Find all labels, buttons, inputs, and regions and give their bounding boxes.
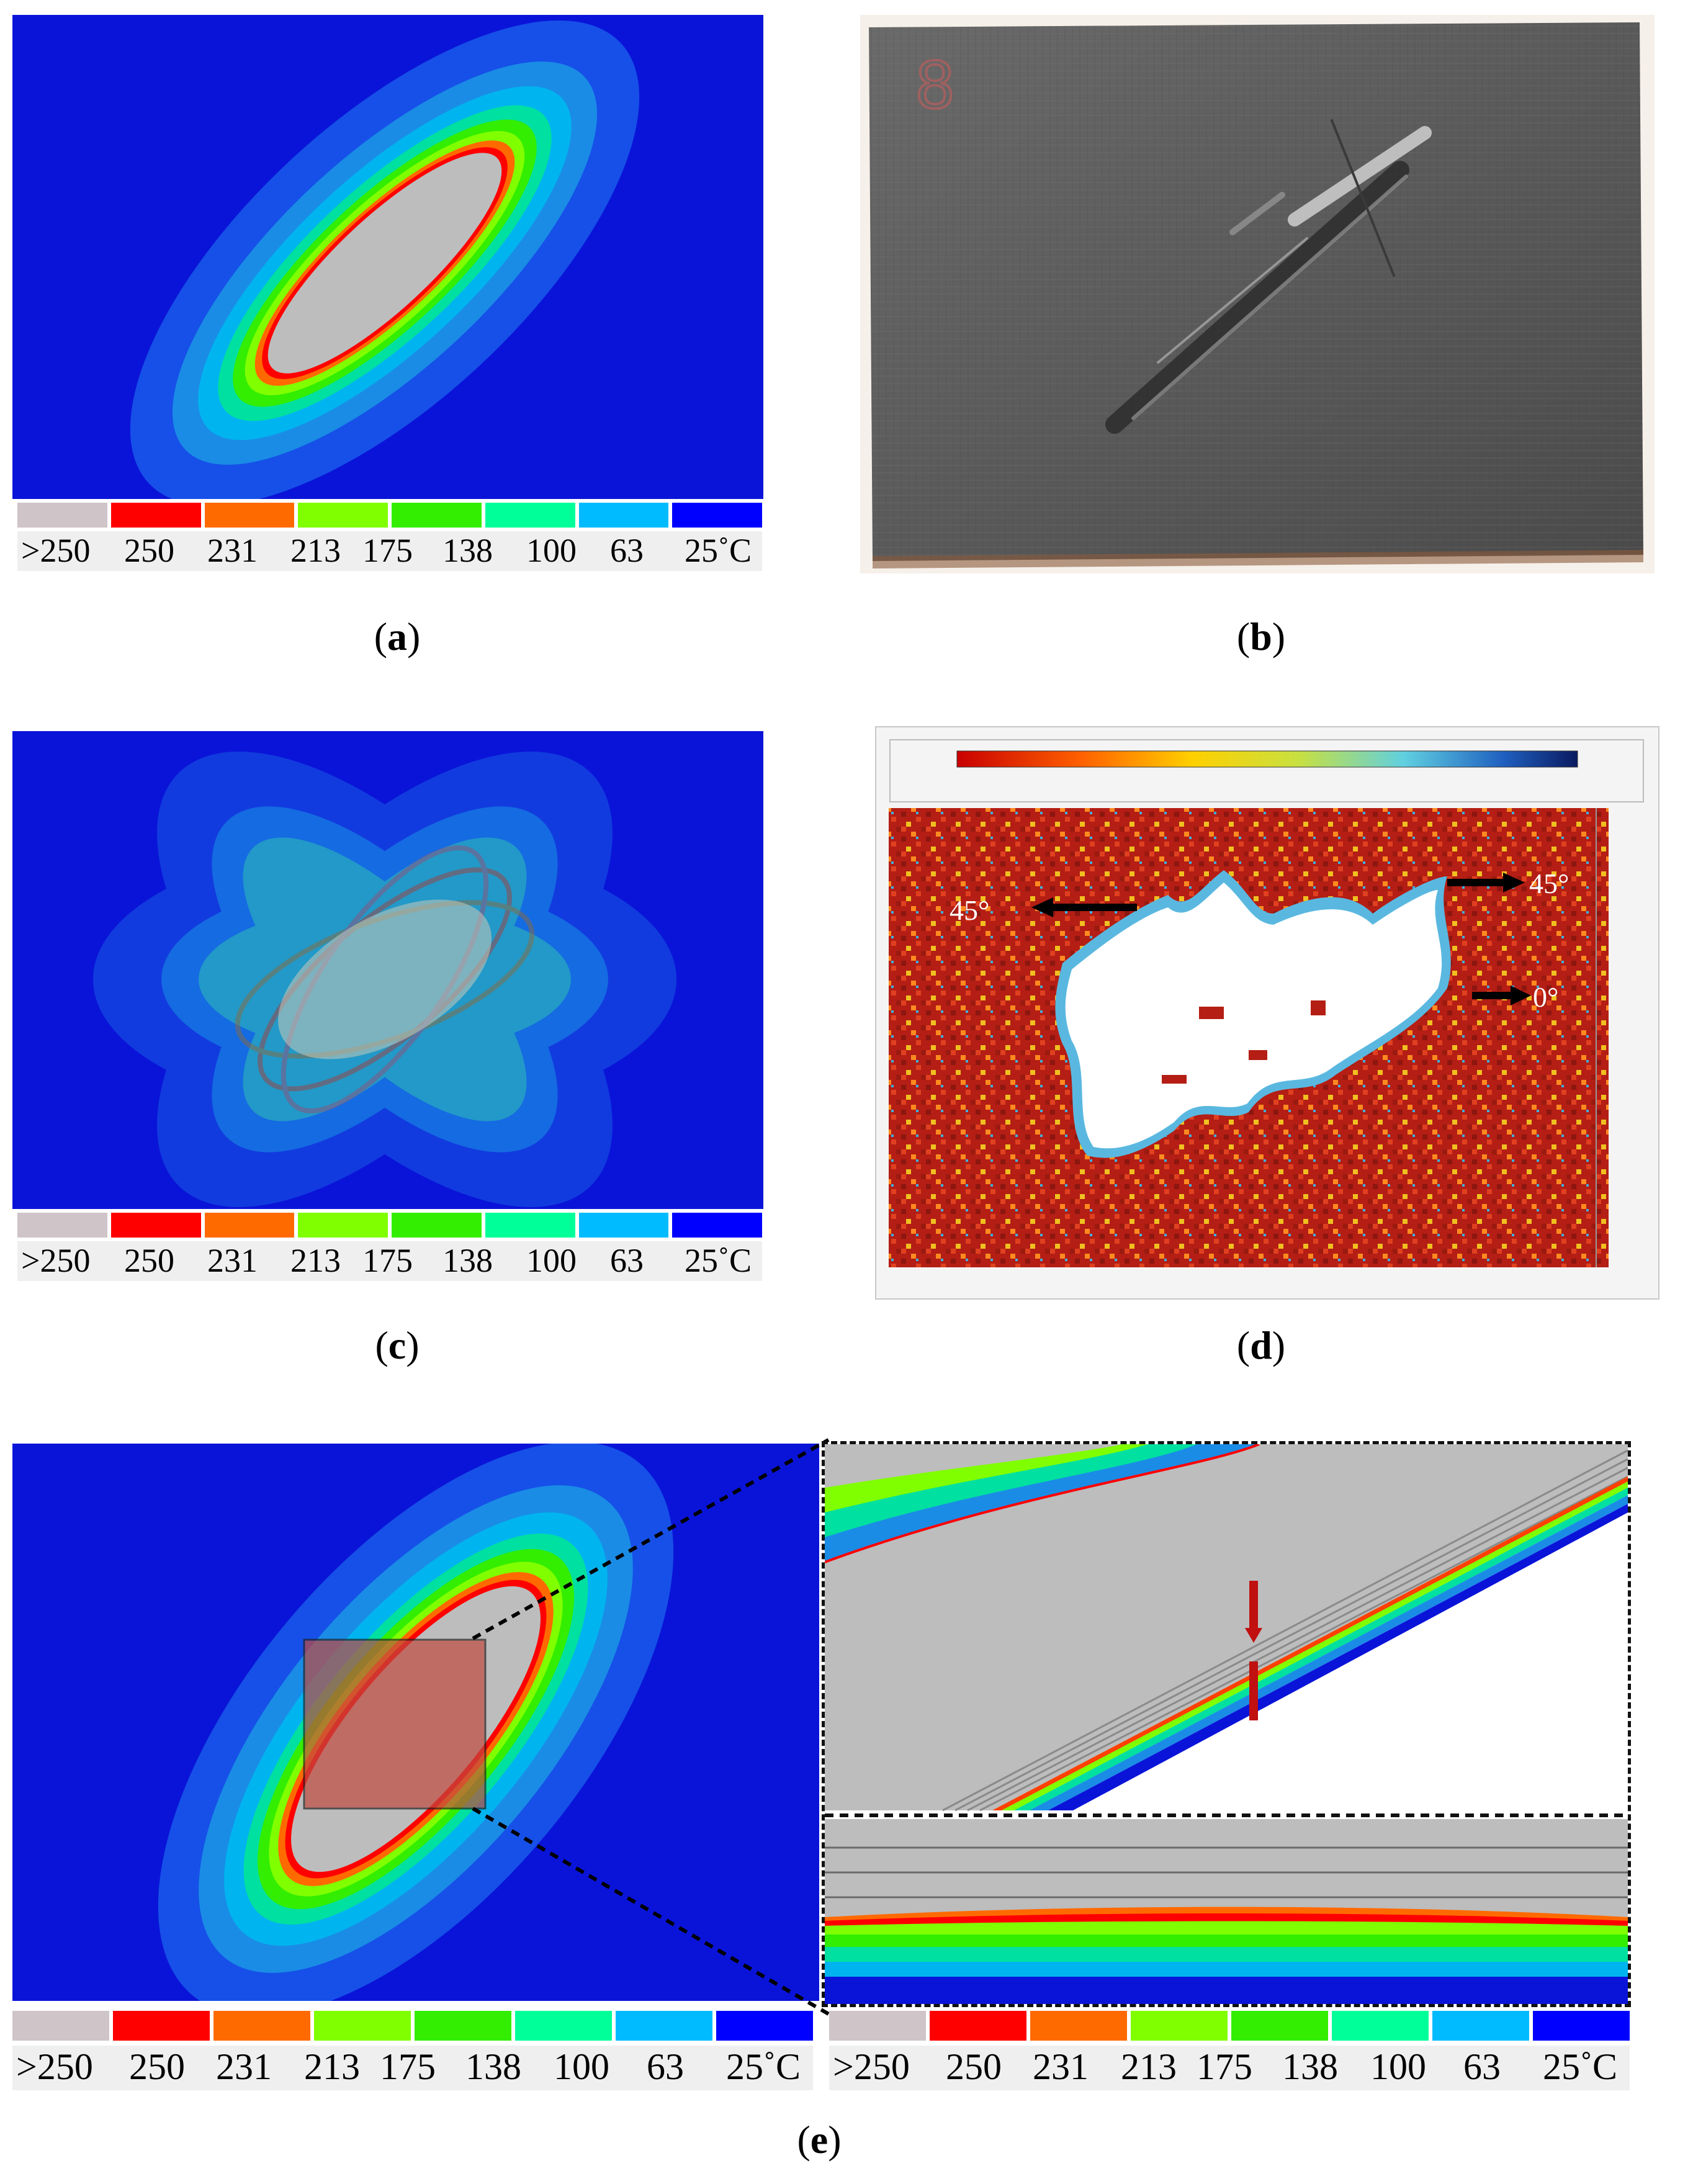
panel-c-superimposed-field: [12, 731, 763, 1209]
zoom-connector-lines: [472, 1438, 830, 2016]
legend-label: 175: [362, 1242, 413, 1279]
legend-label: 138: [442, 1242, 493, 1279]
panel-a-temperature-field: [12, 15, 763, 499]
legend-label: 138: [1282, 2046, 1338, 2087]
legend-label: 250: [946, 2046, 1002, 2087]
legend-label: 100: [526, 1242, 577, 1279]
legend-label: 25˚C: [685, 532, 752, 569]
legend-label: 63: [1463, 2046, 1501, 2087]
legend-label: 213: [290, 532, 341, 569]
legend-labels-e-left: >250 250 231 213 175 138 100 63 25˚C: [12, 2046, 813, 2090]
angle-label-left: 45°: [950, 894, 990, 926]
legend-label: 231: [1033, 2046, 1089, 2087]
legend-bar-a: [17, 503, 762, 528]
legend-label: 100: [526, 532, 577, 569]
caption-d: (d): [1236, 1323, 1286, 1367]
legend-label: 138: [465, 2046, 521, 2087]
panel-e-zoom-detail: [822, 1441, 1631, 2007]
panel-e-temperature-field: [12, 1444, 819, 2001]
legend-bar-e-left: [12, 2011, 813, 2041]
legend-label: 138: [442, 532, 493, 569]
legend-label: 231: [207, 1242, 258, 1279]
caption-e: (e): [797, 2118, 842, 2162]
legend-label: 231: [207, 532, 258, 569]
legend-label: 25˚C: [1543, 2046, 1617, 2087]
panel-d-ultrasonic-cscan: 45° 45° 0°: [875, 726, 1659, 1300]
legend-labels-c: >250 250 231 213 175 138 100 63 25˚C: [17, 1241, 762, 1281]
legend-bar-e-right: [829, 2011, 1630, 2041]
caption-a: (a): [374, 614, 421, 658]
legend-label: >250: [21, 1242, 91, 1279]
zoom-region: [303, 1638, 487, 1810]
legend-label: 63: [610, 532, 644, 569]
legend-label: 100: [1370, 2046, 1426, 2087]
legend-label: 250: [124, 532, 174, 569]
legend-bar-c: [17, 1213, 762, 1238]
legend-label: 213: [1121, 2046, 1177, 2087]
specimen-mark: 8: [916, 47, 954, 123]
legend-label: 175: [380, 2046, 436, 2087]
legend-label: >250: [833, 2046, 910, 2087]
legend-label: 25˚C: [685, 1242, 752, 1279]
legend-label: 63: [610, 1242, 644, 1279]
legend-label: 25˚C: [726, 2046, 801, 2087]
angle-label-zero: 0°: [1533, 981, 1559, 1013]
legend-label: 213: [304, 2046, 360, 2087]
legend-label: 175: [362, 532, 413, 569]
caption-c: (c): [375, 1323, 420, 1367]
legend-label: 250: [124, 1242, 174, 1279]
caption-b: (b): [1236, 614, 1286, 658]
legend-label: 213: [290, 1242, 341, 1279]
legend-label: 231: [216, 2046, 272, 2087]
legend-label: >250: [21, 532, 91, 569]
angle-label-right: 45°: [1529, 868, 1570, 899]
legend-label: 100: [554, 2046, 609, 2087]
legend-label: >250: [16, 2046, 93, 2087]
legend-label: 63: [647, 2046, 684, 2087]
legend-label: 250: [129, 2046, 185, 2087]
panel-b-specimen-photo: 8: [860, 15, 1655, 573]
legend-label: 175: [1197, 2046, 1252, 2087]
legend-labels-a: >250 250 231 213 175 138 100 63 25˚C: [17, 531, 762, 571]
legend-labels-e-right: >250 250 231 213 175 138 100 63 25˚C: [829, 2046, 1630, 2090]
